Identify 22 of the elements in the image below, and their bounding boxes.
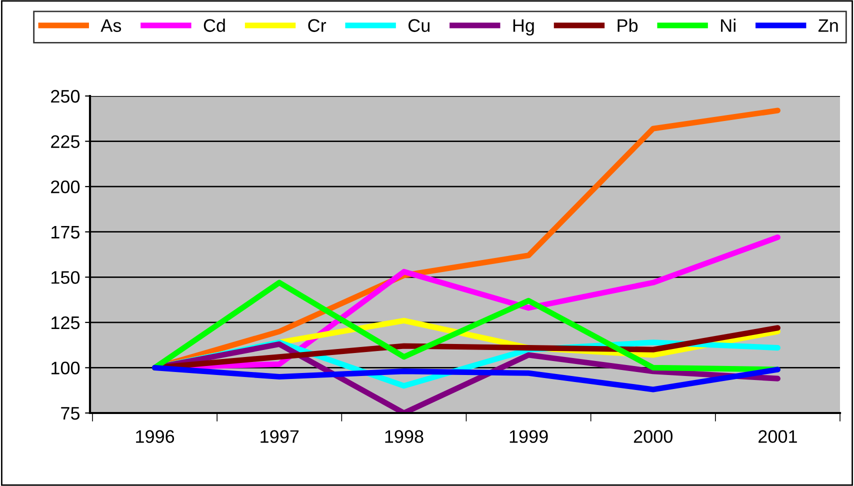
legend-label: Cr (308, 19, 326, 32)
legend-label: Zn (818, 19, 838, 32)
x-tick-label: 1999 (510, 430, 548, 443)
legend-label: As (100, 19, 122, 32)
y-tick-label: 75 (61, 407, 80, 420)
x-tick-label: 1998 (385, 430, 424, 443)
legend-label: Pb (618, 18, 638, 32)
legend-label: Cu (408, 19, 430, 32)
y-tick-label: 125 (52, 316, 80, 330)
y-tick-label: 250 (51, 90, 80, 103)
legend-label: Cd (204, 18, 225, 32)
x-tick-label: 2001 (758, 430, 797, 443)
y-tick-label: 150 (52, 271, 80, 284)
y-tick-label: 225 (51, 135, 80, 148)
x-tick-label: 1996 (136, 430, 174, 443)
y-tick-label: 200 (51, 180, 80, 194)
x-tick-label: 2000 (634, 430, 672, 443)
y-tick-label: 100 (52, 362, 80, 374)
x-tick-label: 1997 (260, 430, 299, 443)
legend-label: Hg (513, 19, 534, 36)
y-tick-label: 175 (52, 226, 80, 239)
legend-label: Ni (721, 18, 736, 32)
